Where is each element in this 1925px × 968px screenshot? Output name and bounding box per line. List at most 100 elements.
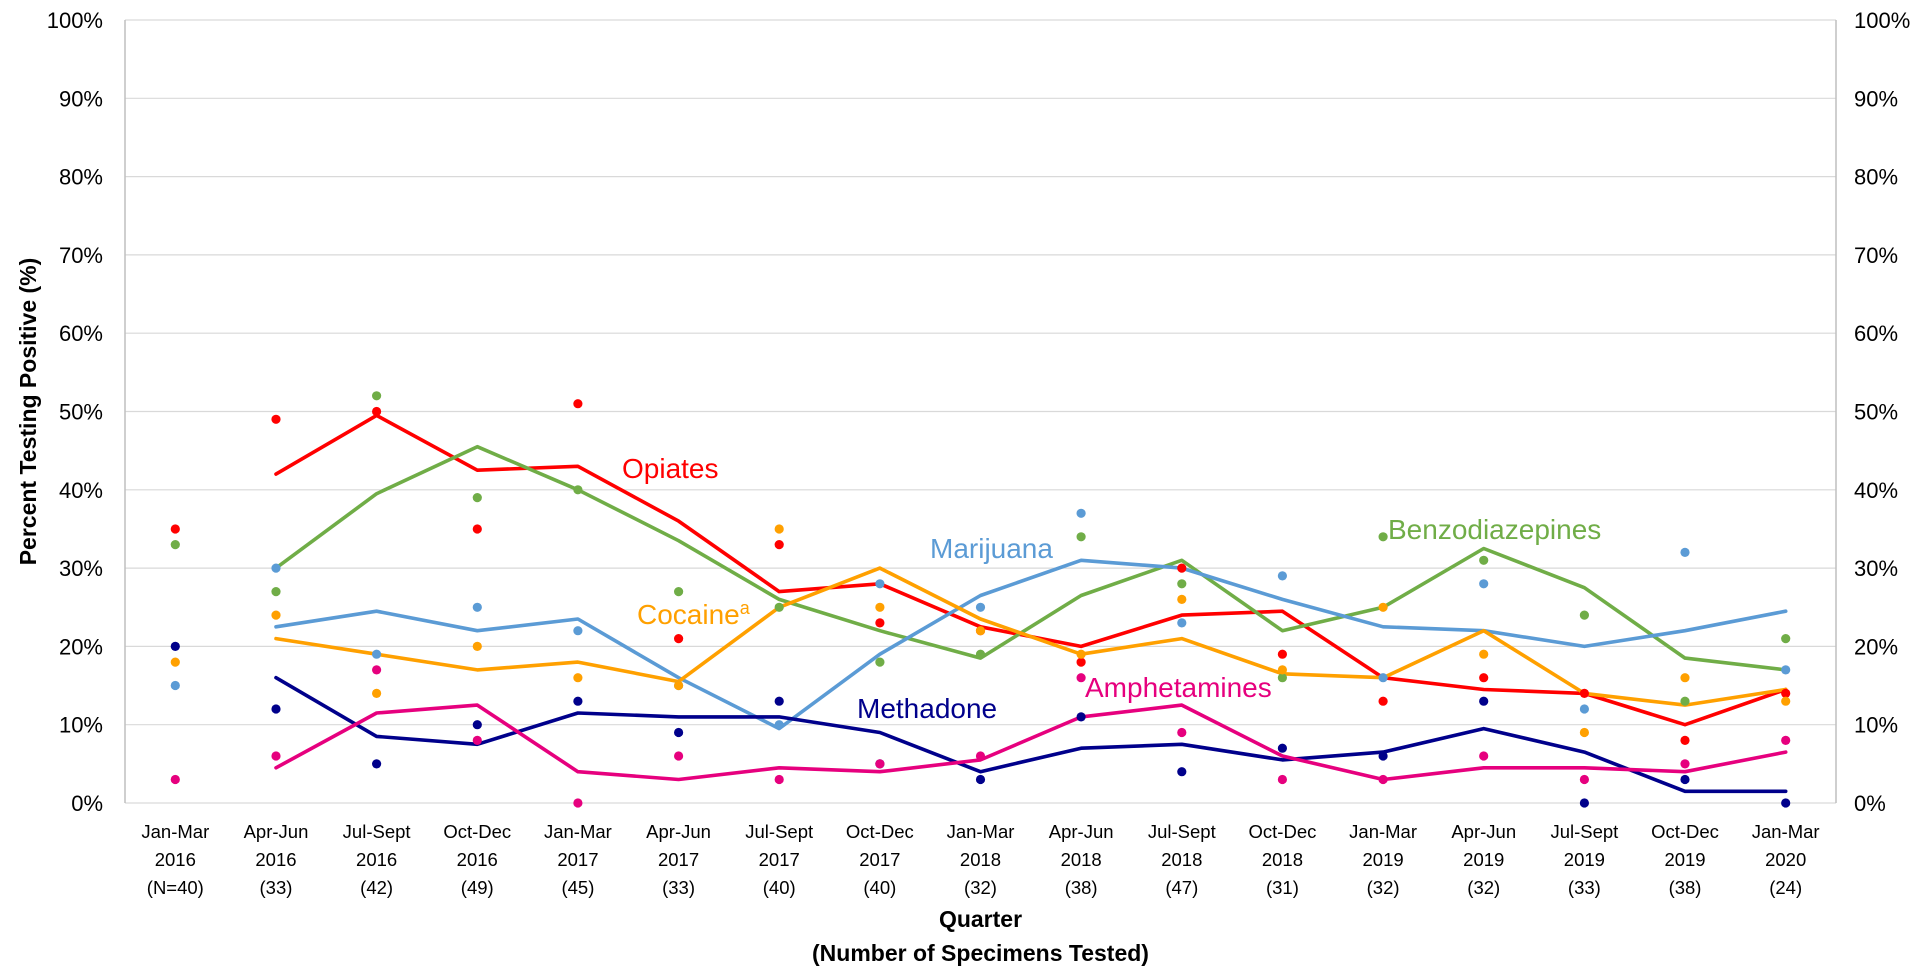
data-point-marijuana [875,579,885,589]
trend-line-methadone [274,675,1788,794]
data-point-methadone [1680,774,1690,785]
x-tick-label: 2019 [1564,849,1605,870]
data-point-marijuana [1479,579,1489,589]
y-tick-label-left: 40% [59,478,103,503]
data-point-methadone [774,696,784,706]
series-label-marijuana: Marijuana [930,533,1053,564]
series-points [170,391,1791,808]
x-tick-label: 2016 [457,849,498,870]
data-point-marijuana [774,720,784,730]
data-point-amphetamines [573,798,583,808]
series-label-amphetamines: Amphetamines [1085,672,1272,703]
data-point-marijuana [1177,618,1187,628]
data-point-opiates [1277,649,1287,659]
x-tick-label: Apr-Jun [1049,821,1114,842]
data-point-methadone [1177,767,1187,777]
data-point-marijuana [1277,571,1287,581]
data-point-cocaine [271,610,281,620]
data-point-opiates [271,414,281,424]
data-point-benzodiazepines [1781,634,1791,644]
x-tick-label: (45) [561,877,594,898]
data-point-amphetamines [975,751,986,761]
data-point-opiates [573,399,583,409]
data-point-opiates [472,524,482,534]
data-point-methadone [372,759,382,769]
data-point-benzodiazepines [1076,532,1086,542]
x-axis-title: Quarter [939,906,1022,932]
x-tick-label: (40) [763,877,796,898]
data-point-amphetamines [875,759,885,769]
data-point-opiates [1076,657,1086,667]
data-point-methadone [1076,712,1086,722]
data-point-amphetamines [1680,759,1690,769]
data-point-opiates [1680,735,1690,746]
data-point-marijuana [1781,665,1791,675]
y-axis-title: Percent Testing Positive (%) [15,258,41,566]
data-point-cocaine [1076,649,1086,659]
y-tick-label-left: 0% [71,791,103,816]
x-tick-label: (32) [1367,877,1400,898]
data-point-cocaine [1579,727,1589,738]
x-tick-label: (33) [662,877,695,898]
x-tick-label: 2017 [658,849,699,870]
x-tick-label: Jul-Sept [745,821,813,842]
data-point-methadone [1277,743,1287,753]
data-point-cocaine [170,657,180,667]
grid [124,19,1837,804]
data-point-benzodiazepines [774,602,784,612]
x-tick-label: (47) [1165,877,1198,898]
data-point-amphetamines [674,751,684,761]
data-point-opiates [372,406,382,417]
x-tick-label: 2017 [759,849,800,870]
x-tick-label: (33) [1568,877,1601,898]
data-point-cocaine [1479,649,1489,659]
data-point-benzodiazepines [1177,579,1187,589]
x-tick-label: 2019 [1664,849,1705,870]
data-point-methadone [271,704,281,714]
data-point-benzodiazepines [170,540,180,550]
data-point-opiates [1479,673,1489,683]
y-axis-left-ticks: 0% 10% 20% 30% 40% 50% 60% 70% 80% 90% 100% [47,8,103,816]
x-tick-label: (31) [1266,877,1299,898]
y-tick-label-left: 70% [59,243,103,268]
x-tick-label: 2018 [1061,849,1102,870]
data-point-cocaine [573,673,583,683]
x-tick-label: 2018 [1161,849,1202,870]
x-tick-label: Oct-Dec [443,821,511,842]
x-tick-label: (32) [964,877,997,898]
x-tick-label: 2016 [356,849,397,870]
data-point-marijuana [975,602,986,612]
y-tick-label-right: 40% [1854,478,1898,503]
x-tick-label: 2020 [1765,849,1806,870]
data-point-amphetamines [1479,751,1489,761]
series-label-methadone: Methadone [857,693,997,724]
data-point-methadone [1781,798,1791,808]
data-point-amphetamines [1076,673,1086,683]
x-tick-label: (49) [461,877,494,898]
x-tick-label: 2017 [557,849,598,870]
y-tick-label-left: 30% [59,556,103,581]
data-point-cocaine [1680,673,1690,683]
data-point-opiates [674,634,684,644]
x-tick-label: 2019 [1463,849,1504,870]
data-point-benzodiazepines [1277,673,1287,683]
data-point-amphetamines [1579,774,1589,785]
data-point-marijuana [372,649,382,659]
data-point-amphetamines [472,735,482,746]
data-point-methadone [1378,751,1388,761]
x-tick-label: (33) [260,877,293,898]
data-point-marijuana [271,563,281,573]
data-point-benzodiazepines [875,657,885,667]
data-point-marijuana [573,626,583,636]
y-tick-label-left: 100% [47,8,103,33]
data-point-benzodiazepines [1378,532,1388,542]
y-tick-label-left: 50% [59,400,103,425]
y-tick-label-right: 0% [1854,791,1886,816]
x-tick-label: Apr-Jun [646,821,711,842]
x-tick-label: Jan-Mar [1752,821,1820,842]
data-point-cocaine [875,602,885,612]
y-tick-label-right: 10% [1854,713,1898,738]
x-tick-label: (32) [1467,877,1500,898]
data-point-benzodiazepines [1680,696,1690,706]
data-point-amphetamines [372,665,382,675]
